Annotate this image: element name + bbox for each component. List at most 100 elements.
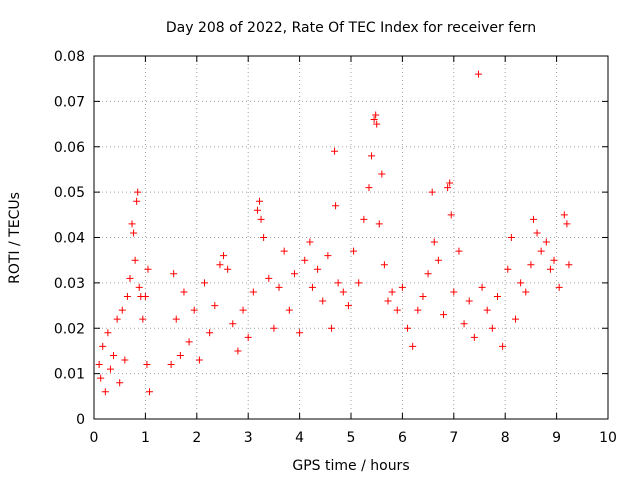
data-point bbox=[470, 333, 478, 341]
data-point bbox=[296, 329, 304, 337]
data-point bbox=[384, 297, 392, 305]
data-point bbox=[327, 324, 335, 332]
data-point bbox=[116, 379, 124, 387]
data-point bbox=[350, 247, 358, 255]
data-point bbox=[101, 388, 109, 396]
data-point bbox=[380, 261, 388, 269]
x-axis-label: GPS time / hours bbox=[292, 458, 409, 474]
data-point bbox=[373, 120, 381, 128]
data-point bbox=[253, 206, 261, 214]
y-axis-label: ROTI / TECUs bbox=[7, 192, 23, 284]
data-point bbox=[141, 292, 149, 300]
data-point bbox=[563, 220, 571, 228]
data-point bbox=[550, 256, 558, 264]
y-tick-label: 0.07 bbox=[54, 94, 85, 110]
data-point bbox=[249, 288, 257, 296]
data-point bbox=[306, 238, 314, 246]
data-point bbox=[434, 256, 442, 264]
data-point bbox=[527, 261, 535, 269]
data-point bbox=[368, 152, 376, 160]
data-point bbox=[499, 342, 507, 350]
grid-lines bbox=[94, 56, 608, 419]
data-point bbox=[216, 261, 224, 269]
data-point bbox=[131, 256, 139, 264]
data-point bbox=[143, 361, 151, 369]
data-point bbox=[388, 288, 396, 296]
data-point bbox=[404, 324, 412, 332]
x-tick-label: 3 bbox=[244, 430, 253, 446]
data-point bbox=[324, 252, 332, 260]
data-point bbox=[104, 329, 112, 337]
data-point bbox=[176, 351, 184, 359]
data-point bbox=[450, 288, 458, 296]
data-point bbox=[95, 361, 103, 369]
data-point bbox=[488, 324, 496, 332]
data-point bbox=[256, 197, 264, 205]
data-point bbox=[224, 265, 232, 273]
data-point bbox=[113, 315, 121, 323]
x-tick-label: 7 bbox=[449, 430, 458, 446]
data-point bbox=[128, 220, 136, 228]
data-point bbox=[126, 274, 134, 282]
data-point bbox=[370, 116, 378, 124]
y-tick-label: 0.02 bbox=[54, 321, 85, 337]
data-point bbox=[118, 306, 126, 314]
data-point bbox=[460, 320, 468, 328]
data-point bbox=[257, 215, 265, 223]
data-point bbox=[428, 188, 436, 196]
data-point bbox=[260, 234, 268, 241]
data-point bbox=[511, 315, 519, 323]
data-point bbox=[121, 356, 129, 364]
data-point bbox=[507, 234, 515, 241]
data-point bbox=[110, 351, 118, 359]
data-point bbox=[365, 184, 373, 192]
data-point bbox=[533, 229, 541, 237]
data-point bbox=[301, 256, 309, 264]
data-point bbox=[529, 215, 537, 223]
data-point bbox=[444, 184, 452, 192]
data-point bbox=[360, 215, 368, 223]
y-tick-label: 0.01 bbox=[54, 367, 85, 383]
data-point bbox=[133, 197, 141, 205]
data-point bbox=[478, 283, 486, 291]
data-point bbox=[280, 247, 288, 255]
y-tick-label: 0.08 bbox=[54, 49, 85, 65]
data-point bbox=[504, 265, 512, 273]
data-point bbox=[339, 288, 347, 296]
data-point bbox=[430, 238, 438, 246]
data-point bbox=[372, 111, 380, 119]
data-point bbox=[290, 270, 298, 278]
plot-frame bbox=[93, 55, 609, 420]
data-point bbox=[455, 247, 463, 255]
data-point bbox=[195, 356, 203, 364]
data-point bbox=[331, 147, 339, 155]
data-points bbox=[95, 70, 573, 396]
data-point bbox=[139, 315, 147, 323]
x-tick-label: 1 bbox=[141, 430, 150, 446]
data-point bbox=[190, 306, 198, 314]
data-point bbox=[180, 288, 188, 296]
data-point bbox=[334, 279, 342, 287]
data-point bbox=[229, 320, 237, 328]
data-point bbox=[474, 70, 482, 78]
data-point bbox=[185, 338, 193, 346]
data-point bbox=[234, 347, 242, 355]
data-point bbox=[483, 306, 491, 314]
axis-ticks: 0 1 2 3 4 5 6 7 8 9 10 0 0.01 0.02 0.03 0.04 0.05 0.06 0.0… bbox=[54, 49, 617, 446]
data-point bbox=[314, 265, 322, 273]
x-tick-label: 9 bbox=[552, 430, 561, 446]
x-tick-label: 0 bbox=[90, 430, 99, 446]
data-point bbox=[344, 302, 352, 310]
data-point bbox=[424, 270, 432, 278]
data-point bbox=[167, 361, 175, 369]
data-point bbox=[398, 283, 406, 291]
data-point bbox=[332, 202, 340, 210]
data-point bbox=[201, 279, 209, 287]
y-tick-label: 0 bbox=[76, 412, 85, 428]
data-point bbox=[106, 365, 114, 373]
x-tick-label: 10 bbox=[599, 430, 617, 446]
data-point bbox=[414, 306, 422, 314]
data-point bbox=[375, 220, 383, 228]
data-point bbox=[537, 247, 545, 255]
